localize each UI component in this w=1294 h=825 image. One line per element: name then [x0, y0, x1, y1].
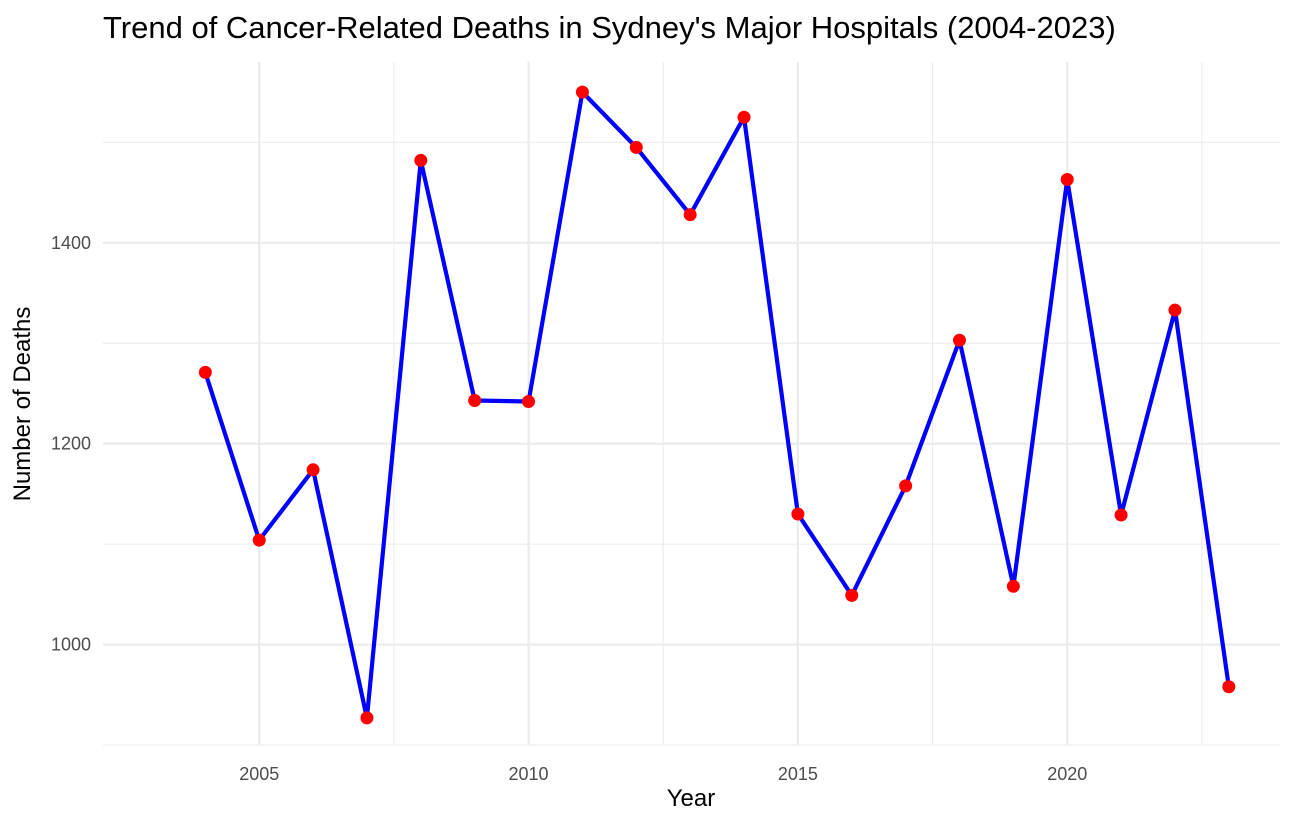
chart-title: Trend of Cancer-Related Deaths in Sydney…: [103, 10, 1116, 45]
data-point: [791, 507, 805, 521]
data-point: [360, 711, 374, 725]
y-tick-label: 1400: [51, 233, 91, 253]
data-point: [629, 140, 643, 154]
y-axis-title: Number of Deaths: [9, 307, 36, 502]
x-axis-title: Year: [667, 785, 716, 812]
x-tick-label: 2020: [1047, 764, 1087, 784]
data-point: [683, 208, 697, 222]
data-point: [198, 365, 212, 379]
y-tick-label: 1000: [51, 635, 91, 655]
data-point: [252, 533, 266, 547]
data-point: [1168, 303, 1182, 317]
y-tick-label: 1200: [51, 434, 91, 454]
x-tick-label: 2005: [239, 764, 279, 784]
data-point: [306, 463, 320, 477]
data-point: [1222, 680, 1236, 694]
tick-labels: 2005 2010 2015 2020 1000 1200 1400: [51, 233, 1087, 784]
data-point: [845, 588, 859, 602]
data-point: [952, 333, 966, 347]
data-point: [414, 153, 428, 167]
data-point: [522, 394, 536, 408]
data-point: [1060, 173, 1074, 187]
series-layer: [198, 85, 1236, 725]
x-tick-label: 2015: [778, 764, 818, 784]
data-point: [575, 85, 589, 99]
data-point: [899, 479, 913, 493]
series-line: [203, 89, 1231, 721]
data-point: [1114, 508, 1128, 522]
data-point: [1006, 579, 1020, 593]
data-point: [737, 110, 751, 124]
data-point: [468, 393, 482, 407]
x-tick-label: 2010: [509, 764, 549, 784]
